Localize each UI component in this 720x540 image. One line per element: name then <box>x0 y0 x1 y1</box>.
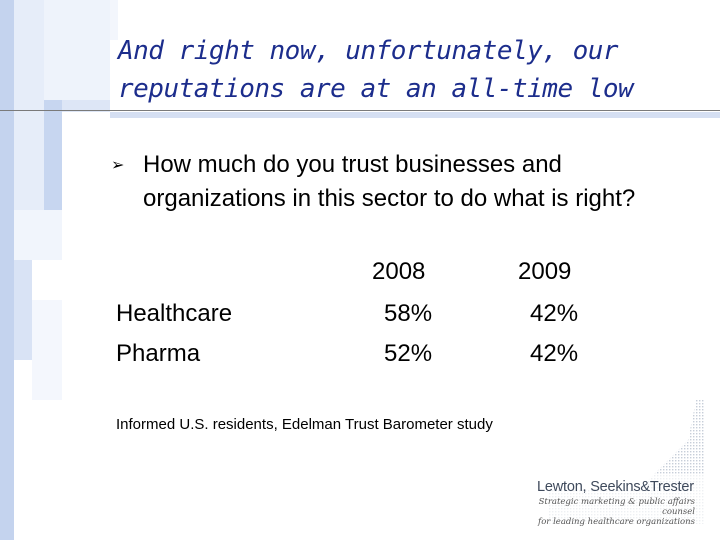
decor-block <box>110 0 118 40</box>
row-label-healthcare: Healthcare <box>116 300 233 327</box>
source-note: Informed U.S. residents, Edelman Trust B… <box>116 416 493 433</box>
decor-block <box>32 300 62 400</box>
year-header-2009: 2009 <box>518 258 572 285</box>
decor-block <box>44 100 62 210</box>
company-logo-name: Lewton, Seekins&Trester <box>537 479 694 495</box>
value-healthcare-2009: 42% <box>530 300 579 327</box>
decor-block <box>14 260 32 360</box>
title-divider-shade <box>110 112 720 118</box>
decor-block <box>62 100 110 112</box>
row-label-pharma: Pharma <box>116 340 201 367</box>
decor-block <box>14 210 62 260</box>
arrow-bullet-icon: ➢ <box>111 155 125 174</box>
decor-block <box>14 0 44 210</box>
decor-block <box>44 0 110 100</box>
value-healthcare-2008: 58% <box>384 300 433 327</box>
year-header-2008: 2008 <box>372 258 426 285</box>
value-pharma-2008: 52% <box>384 340 433 367</box>
title-divider <box>0 110 720 111</box>
slide-title: And right now, unfortunately, our reputa… <box>118 36 634 104</box>
decor-strip <box>0 0 14 540</box>
value-pharma-2009: 42% <box>530 340 579 367</box>
survey-question: How much do you trust businesses and org… <box>143 151 636 212</box>
company-logo-tagline: Strategic marketing & public affairs cou… <box>538 497 695 527</box>
company-logo-graphic <box>528 400 704 524</box>
